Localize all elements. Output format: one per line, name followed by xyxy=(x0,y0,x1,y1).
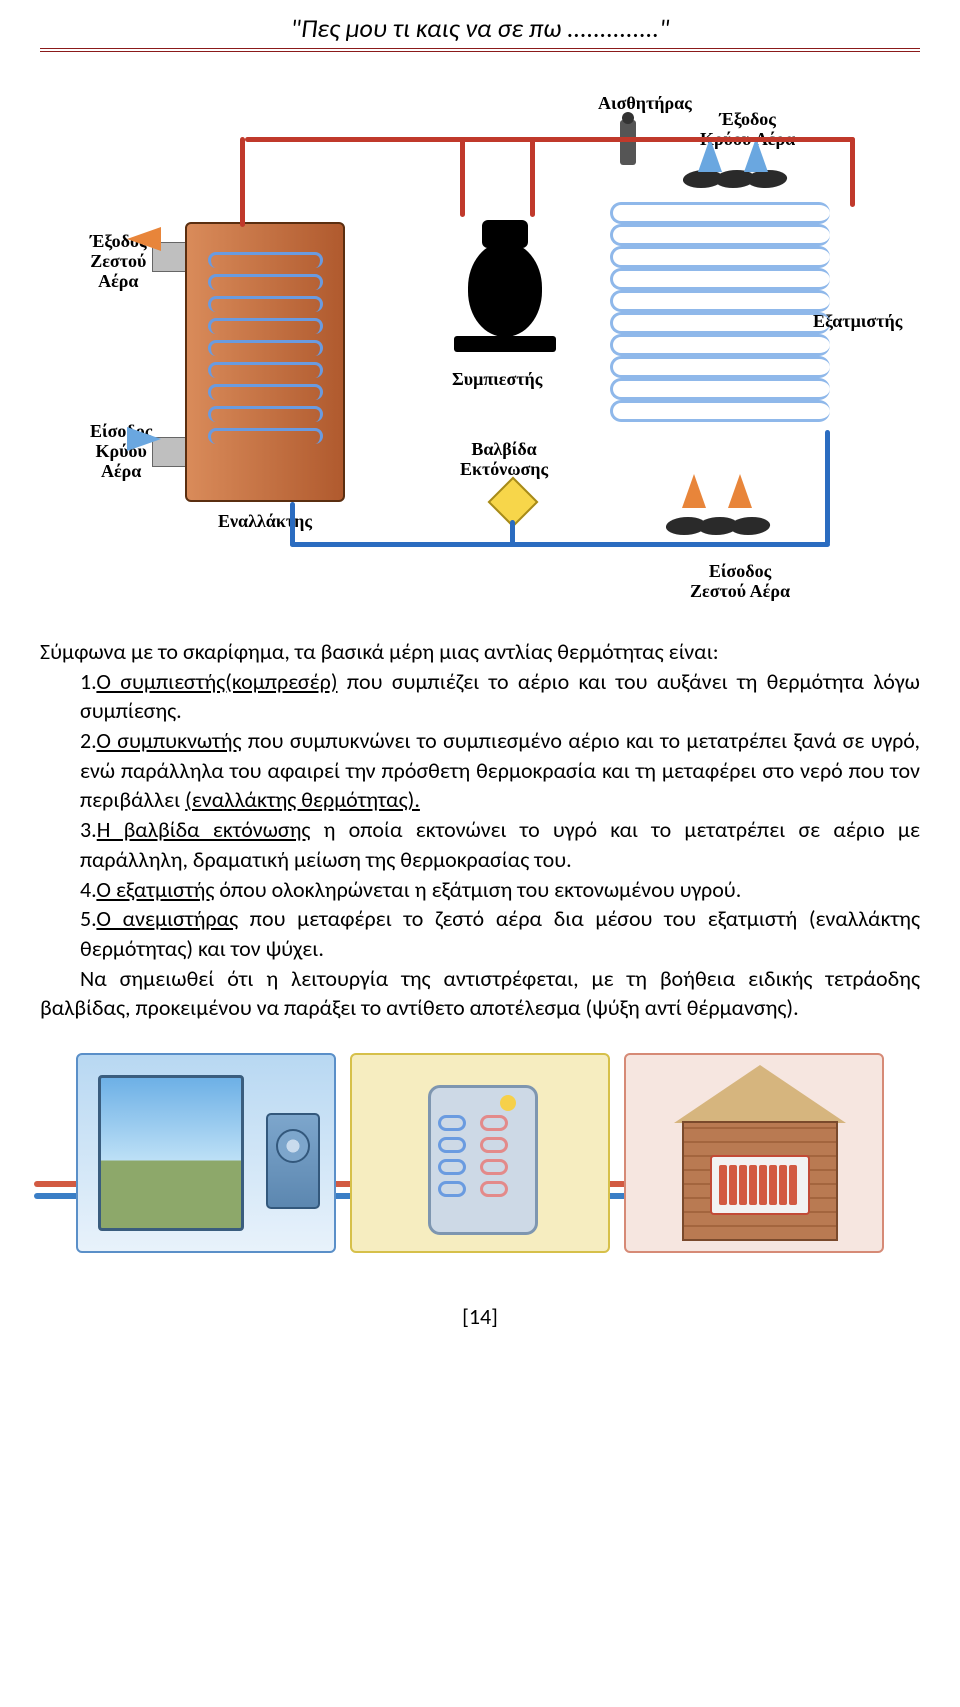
radiator-icon xyxy=(710,1155,810,1215)
fan-top-icon xyxy=(680,170,790,194)
sensor-icon xyxy=(620,120,636,165)
compressor-icon xyxy=(450,212,560,352)
diagram-heatpump: Αισθητήρας Έξοδος Κρύου Αέρα Έξοδος Ζεστ… xyxy=(40,82,920,607)
list-item-4: 4.Ο εξατμιστής όπου ολοκληρώνεται η εξάτ… xyxy=(40,875,920,905)
arrow-hot-in-2 xyxy=(728,474,752,508)
pipe-blue-left xyxy=(290,502,295,547)
panel-environment xyxy=(76,1053,336,1253)
pipe-red-to-comp-l xyxy=(460,137,465,217)
page-header-title: "Πες μου τι καις να σε πω ..............… xyxy=(40,0,920,48)
label-exchanger: Εναλλάκτης xyxy=(218,512,312,532)
arrow-cold-in xyxy=(127,427,161,451)
label-compressor: Συμπιεστής xyxy=(452,370,542,390)
pipe-blue-valve xyxy=(510,520,515,545)
pipe-red-to-comp-r xyxy=(530,137,535,217)
header-rule xyxy=(40,48,920,52)
pipe-red-top xyxy=(245,137,855,142)
pipe-red-left xyxy=(240,137,245,227)
list-item-2: 2.Ο συμπυκνωτής που συμπυκνώνει το συμπι… xyxy=(40,726,920,815)
hp-coil-hot xyxy=(480,1115,508,1215)
arrow-hot-out xyxy=(127,227,161,251)
exchanger-coil xyxy=(208,252,323,472)
panel-house xyxy=(624,1053,884,1253)
panel-heatpump-unit xyxy=(350,1053,610,1253)
closing-paragraph: Να σημειωθεί ότι η λειτουργία της αντιστ… xyxy=(40,964,920,1023)
evaporator-coil xyxy=(610,202,830,432)
list-item-5: 5.Ο ανεμιστήρας που μεταφέρει το ζεστό α… xyxy=(40,904,920,963)
label-sensor: Αισθητήρας xyxy=(598,94,692,114)
hp-top-fan xyxy=(456,1053,520,1060)
pipe-blue-right xyxy=(825,430,830,545)
fan-bottom-icon xyxy=(663,517,773,541)
list-item-1: 1.Ο συμπιεστής(κομπρεσέρ) που συμπιέζει … xyxy=(40,667,920,726)
hp-indicator xyxy=(500,1095,516,1111)
hp-coil-cold xyxy=(438,1115,466,1215)
outdoor-fan-icon xyxy=(276,1129,310,1163)
sensor-tip xyxy=(622,112,634,124)
arrow-hot-in-1 xyxy=(682,474,706,508)
label-hot-air-in: Είσοδος Ζεστού Αέρα xyxy=(690,562,790,602)
list-item-3: 3.Η βαλβίδα εκτόνωσης η οποία εκτονώνει … xyxy=(40,815,920,874)
body-text: Σύμφωνα με το σκαρίφημα, τα βασικά μέρη … xyxy=(40,637,920,1023)
pipe-red-right-down xyxy=(850,137,855,207)
pipe-blue-bottom xyxy=(290,542,830,547)
arrow-cold-out-1 xyxy=(698,138,722,172)
arrow-cold-out-2 xyxy=(744,138,768,172)
page-number: [14] xyxy=(40,1303,920,1330)
house-roof xyxy=(674,1065,846,1123)
environment-screen xyxy=(98,1075,244,1231)
diagram-system-overview xyxy=(40,1053,920,1253)
intro-text: Σύμφωνα με το σκαρίφημα, τα βασικά μέρη … xyxy=(40,637,920,667)
label-expansion-valve: Βαλβίδα Εκτόνωσης xyxy=(460,440,548,480)
